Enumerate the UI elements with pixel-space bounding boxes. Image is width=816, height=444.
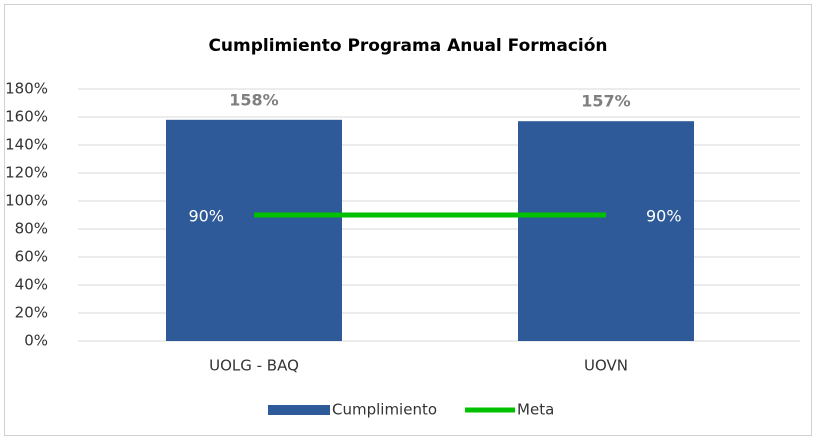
y-tick-label: 140% (5, 136, 48, 154)
bar (166, 119, 342, 341)
y-tick-label: 80% (15, 220, 48, 238)
y-tick-label: 0% (24, 332, 48, 350)
legend-swatch (268, 405, 330, 415)
legend-label: Meta (517, 401, 554, 419)
y-tick-label: 40% (15, 276, 48, 294)
x-tick-label: UOVN (584, 357, 628, 375)
x-tick-label: UOLG - BAQ (209, 357, 299, 375)
y-tick-label: 180% (5, 80, 48, 98)
line-value-label: 90% (188, 207, 224, 226)
y-tick-label: 120% (5, 164, 48, 182)
y-tick-label: 160% (5, 108, 48, 126)
legend-label: Cumplimiento (332, 401, 437, 419)
line-value-label: 90% (646, 207, 682, 226)
bar-value-label: 158% (229, 90, 278, 109)
bar-value-label: 157% (581, 92, 630, 111)
y-tick-label: 20% (15, 304, 48, 322)
bar (518, 121, 694, 341)
chart-title: Cumplimiento Programa Anual Formación (208, 36, 607, 56)
y-tick-label: 60% (15, 248, 48, 266)
y-tick-label: 100% (5, 192, 48, 210)
